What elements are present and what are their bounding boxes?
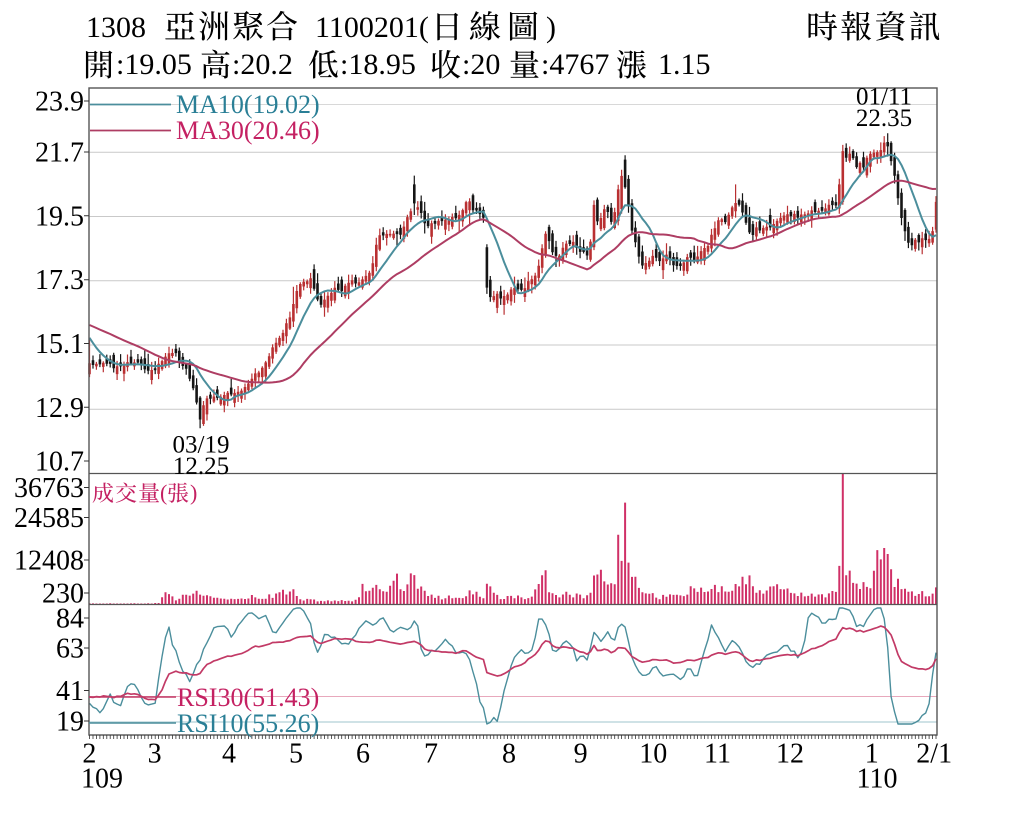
svg-text:9: 9 [574, 739, 588, 770]
svg-text:17.3: 17.3 [35, 265, 84, 296]
svg-text::19.05: :19.05 [116, 48, 192, 81]
svg-text:11: 11 [704, 739, 731, 770]
svg-text:24585: 24585 [14, 503, 84, 534]
svg-text:19.5: 19.5 [35, 201, 84, 232]
svg-text:23.9: 23.9 [35, 87, 84, 118]
svg-text:10.7: 10.7 [35, 447, 84, 478]
svg-text:41: 41 [56, 676, 84, 707]
svg-text:RSI30(51.43): RSI30(51.43) [177, 683, 319, 712]
svg-text:6: 6 [356, 739, 370, 770]
svg-text:MA10(19.02): MA10(19.02) [176, 90, 320, 119]
svg-text::4767: :4767 [541, 48, 609, 81]
svg-text:2/1: 2/1 [916, 739, 952, 770]
svg-text:(: ( [160, 480, 167, 505]
svg-text:5: 5 [289, 739, 303, 770]
svg-text:3: 3 [148, 739, 162, 770]
svg-text:22.35: 22.35 [856, 105, 912, 132]
svg-text:1100201(: 1100201( [315, 11, 429, 44]
svg-text:MA30(20.46): MA30(20.46) [176, 116, 320, 145]
svg-text:01/11: 01/11 [856, 84, 912, 111]
svg-text:109: 109 [81, 764, 123, 795]
svg-text:12408: 12408 [14, 546, 84, 577]
svg-text:19: 19 [56, 707, 84, 738]
svg-text:63: 63 [56, 634, 84, 665]
svg-text:15.1: 15.1 [35, 329, 84, 360]
svg-text:1: 1 [865, 739, 879, 770]
svg-text:4: 4 [222, 739, 236, 770]
svg-text:10: 10 [639, 739, 667, 770]
svg-text:21.7: 21.7 [35, 138, 84, 169]
svg-text::20.2: :20.2 [232, 48, 293, 81]
svg-text:2: 2 [82, 739, 96, 770]
svg-text::20: :20 [462, 48, 500, 81]
svg-text:12: 12 [776, 739, 804, 770]
svg-text:7: 7 [424, 739, 438, 770]
svg-text:8: 8 [502, 739, 516, 770]
svg-text:110: 110 [857, 764, 898, 795]
svg-text:): ) [190, 480, 197, 505]
svg-text:84: 84 [56, 604, 84, 635]
svg-text:12.9: 12.9 [35, 393, 84, 424]
svg-text:1308: 1308 [86, 11, 146, 44]
svg-text:): ) [546, 11, 556, 44]
svg-text:1.15: 1.15 [658, 48, 711, 81]
svg-text:36763: 36763 [14, 473, 84, 504]
svg-text:230: 230 [42, 579, 84, 610]
svg-text:RSI10(55.26): RSI10(55.26) [177, 709, 319, 738]
svg-text:03/19: 03/19 [173, 432, 230, 459]
svg-text:12.25: 12.25 [173, 453, 229, 480]
svg-text::18.95: :18.95 [340, 48, 416, 81]
